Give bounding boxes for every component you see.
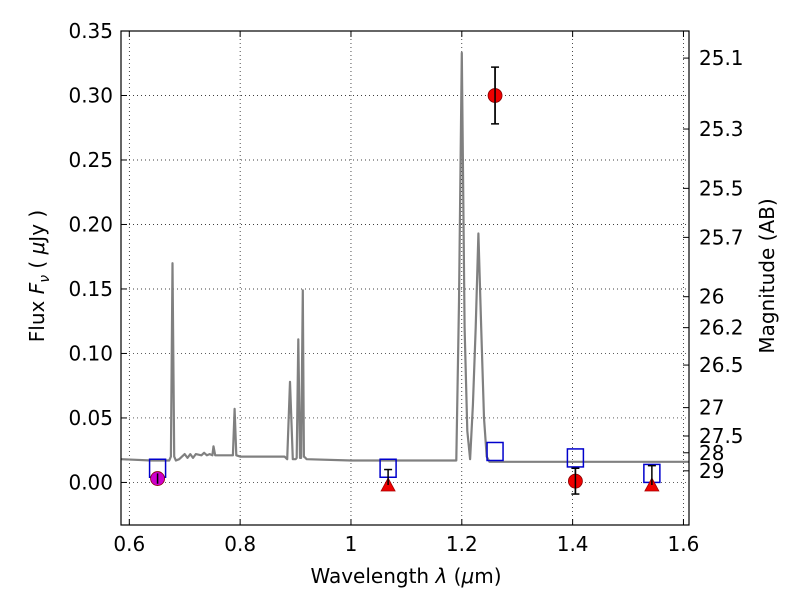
plot-frame — [120, 30, 690, 526]
right-tick-label: 25.7 — [699, 225, 744, 249]
y-tick-label: 0.20 — [68, 212, 113, 236]
x-tick-label: 1.4 — [557, 532, 589, 556]
x-tick-label: 1.6 — [668, 532, 700, 556]
right-tick-label: 28 — [699, 441, 724, 465]
model-square-point — [566, 448, 585, 468]
y-tick-label: 0.05 — [68, 406, 113, 430]
x-tick-label: 1.2 — [446, 532, 478, 556]
right-tick-label: 27.5 — [699, 424, 744, 448]
x-axis-label: Wavelength λ (μm) — [310, 564, 501, 588]
y-tick-label: 0.15 — [68, 277, 113, 301]
right-tick-label: 25.3 — [699, 117, 744, 141]
plot-area — [121, 51, 689, 495]
right-tick-label: 29 — [699, 459, 724, 483]
right-tick-label: 27 — [699, 396, 724, 420]
right-tick-label: 26 — [699, 285, 724, 309]
x-tick-label: 1 — [345, 532, 358, 556]
right-tick-label: 26.2 — [699, 316, 744, 340]
y-axis-label: Flux Fν ( μJy ) — [25, 210, 53, 342]
y-tick-label: 0.10 — [68, 341, 113, 365]
x-tick-label: 0.6 — [113, 532, 145, 556]
plot-content — [121, 51, 689, 495]
right-tick-label: 25.1 — [699, 46, 744, 70]
model-square-point — [486, 441, 504, 462]
x-tick-label: 0.8 — [224, 532, 256, 556]
spectrum-line — [121, 51, 689, 463]
grid — [121, 30, 689, 525]
right-tick-label: 25.5 — [699, 176, 744, 200]
y-tick-label: 0.35 — [68, 19, 113, 43]
right-axis-label: Magnitude (AB) — [755, 198, 779, 353]
right-tick-label: 26.5 — [699, 353, 744, 377]
y-tick-label: 0.30 — [68, 83, 113, 107]
y-tick-label: 0.25 — [68, 148, 113, 172]
ticks: 0.6 0.8 1 1.2 1.4 1.6 0.00 0.05 0.10 0.15 0.20 0.25… — [68, 19, 743, 556]
y-tick-label: 0.00 — [68, 470, 113, 494]
